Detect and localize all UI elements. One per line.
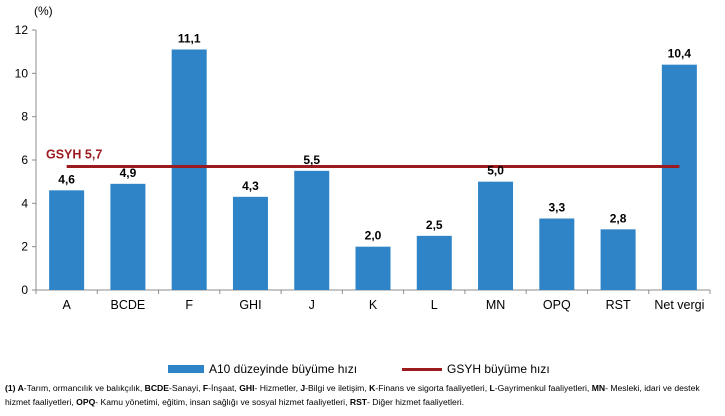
category-label: BCDE (111, 298, 146, 312)
footnote-code: A (17, 383, 24, 393)
bar (232, 196, 268, 290)
data-label: 4,3 (242, 179, 259, 193)
chart-labels: 4,6 A 4,9 BCDE 11,1 F 4,3 GHI 5,5 J 2,0 K 2,5 L 5,0 MN 3… (58, 32, 704, 313)
footnote-text: -İnşaat, (208, 383, 240, 393)
data-label: 10,4 (668, 47, 692, 61)
y-tick-label: 6 (21, 153, 28, 167)
footnote-text: -Finans ve sigorta faaliyetleri, (375, 383, 490, 393)
footnote-text: - Diğer hizmet faaliyetleri. (367, 396, 464, 407)
footnote-text: - Kamu yönetimi, eğitim, insan sağlığı v… (95, 396, 350, 407)
data-label: 5,5 (303, 153, 320, 167)
y-tick-label: 4 (21, 196, 28, 210)
category-label: L (431, 298, 438, 312)
footnote-code: GHI (239, 383, 255, 393)
legend-bar-swatch (168, 365, 204, 373)
data-label: 2,5 (426, 218, 443, 232)
footnote-text: - Mesleki, idari ve destek hizmet faaliy… (5, 383, 700, 407)
data-label: 2,8 (610, 211, 627, 225)
footnote-code: (1) (5, 383, 18, 393)
chart-legend: A10 düzeyinde büyüme hızı GSYH büyüme hı… (0, 362, 725, 378)
category-label: GHI (239, 298, 261, 312)
bar (49, 190, 85, 290)
category-label: A (62, 298, 71, 312)
footnote-code: RST (349, 396, 368, 407)
y-tick-label: 10 (15, 66, 29, 80)
legend-line-swatch (402, 367, 442, 371)
data-label: 3,3 (548, 201, 565, 215)
category-label: J (309, 298, 315, 312)
data-label: 5,0 (487, 164, 504, 178)
footnote-text: -Bilgi ve iletişim, (305, 383, 370, 393)
bar (110, 183, 146, 290)
category-label: RST (606, 298, 631, 312)
footnote-text: - Hizmetler, (254, 383, 301, 393)
legend-line-label: GSYH büyüme hızı (447, 362, 550, 376)
category-label: Net vergi (654, 298, 704, 312)
y-tick-label: 8 (21, 110, 28, 124)
footnote-text: -Sanayi, (168, 383, 203, 393)
gsyh-reference-label: GSYH 5,7 (46, 148, 102, 162)
footnote-code: F (202, 383, 209, 393)
category-label: F (185, 298, 193, 312)
data-label: 11,1 (178, 32, 201, 46)
legend-bar-label: A10 düzeyinde büyüme hızı (209, 362, 358, 376)
category-label: K (369, 298, 378, 312)
data-label: 4,6 (58, 172, 75, 186)
bar (416, 235, 452, 290)
bar (171, 49, 207, 290)
chart-bars (49, 49, 697, 291)
legend-item-bars: A10 düzeyinde büyüme hızı (168, 362, 357, 376)
legend-item-line: GSYH büyüme hızı (402, 362, 550, 376)
y-tick-label: 2 (21, 240, 28, 254)
y-tick-label: 0 (21, 283, 28, 297)
footnote: (1) A-Tarım, ormancılık ve balıkçılık, B… (5, 382, 723, 409)
y-tick-label: 12 (15, 23, 29, 37)
bar (600, 229, 636, 290)
footnote-code: MN (591, 383, 606, 393)
category-label: OPQ (543, 298, 571, 312)
bar (539, 218, 575, 290)
footnote-code: BCDE (144, 383, 169, 393)
footnote-text: -Tarım, ormancılık ve balıkçılık, (23, 383, 145, 393)
bar (294, 170, 330, 290)
y-unit-label: (%) (34, 4, 53, 18)
footnote-code: K (369, 383, 376, 393)
footnote-text: -Gayrimenkul faaliyetleri, (494, 383, 592, 393)
chart-axes: 0 2 4 6 8 10 12 (%) (15, 4, 711, 297)
data-label: 2,0 (365, 229, 382, 243)
reference-line-group: GSYH 5,7 (46, 148, 680, 168)
footnote-code: L (489, 383, 495, 393)
bar (478, 181, 514, 290)
footnote-code: OPQ (76, 396, 96, 407)
data-label: 4,9 (120, 166, 137, 180)
category-label: MN (486, 298, 505, 312)
bar (661, 64, 697, 291)
bar (355, 246, 391, 290)
footnote-code: J (300, 383, 306, 393)
